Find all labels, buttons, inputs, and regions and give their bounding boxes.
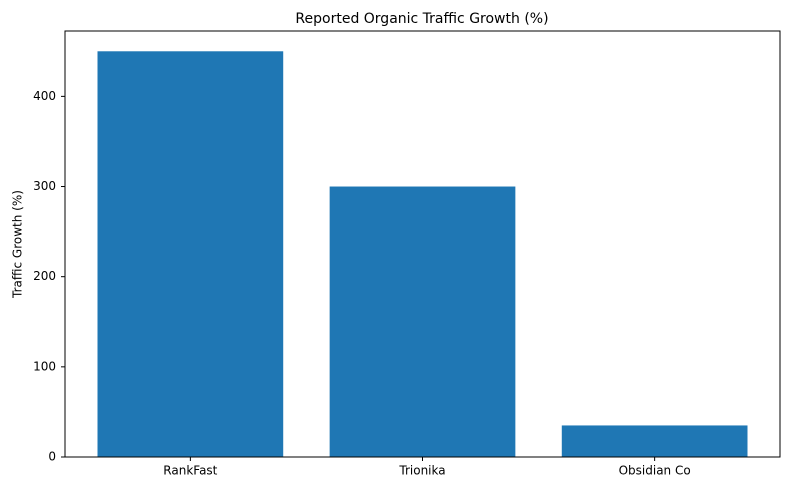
y-tick-label: 200 xyxy=(33,269,56,283)
y-axis-label: Traffic Growth (%) xyxy=(11,190,25,299)
bar xyxy=(329,186,516,457)
chart-title: Reported Organic Traffic Growth (%) xyxy=(295,11,548,27)
y-tick-label: 300 xyxy=(33,179,56,193)
bar xyxy=(97,51,284,458)
plot-frame xyxy=(64,30,781,458)
y-tick-label: 100 xyxy=(33,359,56,373)
x-tick-label: Obsidian Co xyxy=(619,464,691,478)
bar xyxy=(561,425,748,457)
y-tick-label: 0 xyxy=(48,450,56,464)
y-tick-label: 400 xyxy=(33,89,56,103)
x-tick-label: Trionika xyxy=(398,464,445,478)
x-tick-label: RankFast xyxy=(163,464,217,478)
